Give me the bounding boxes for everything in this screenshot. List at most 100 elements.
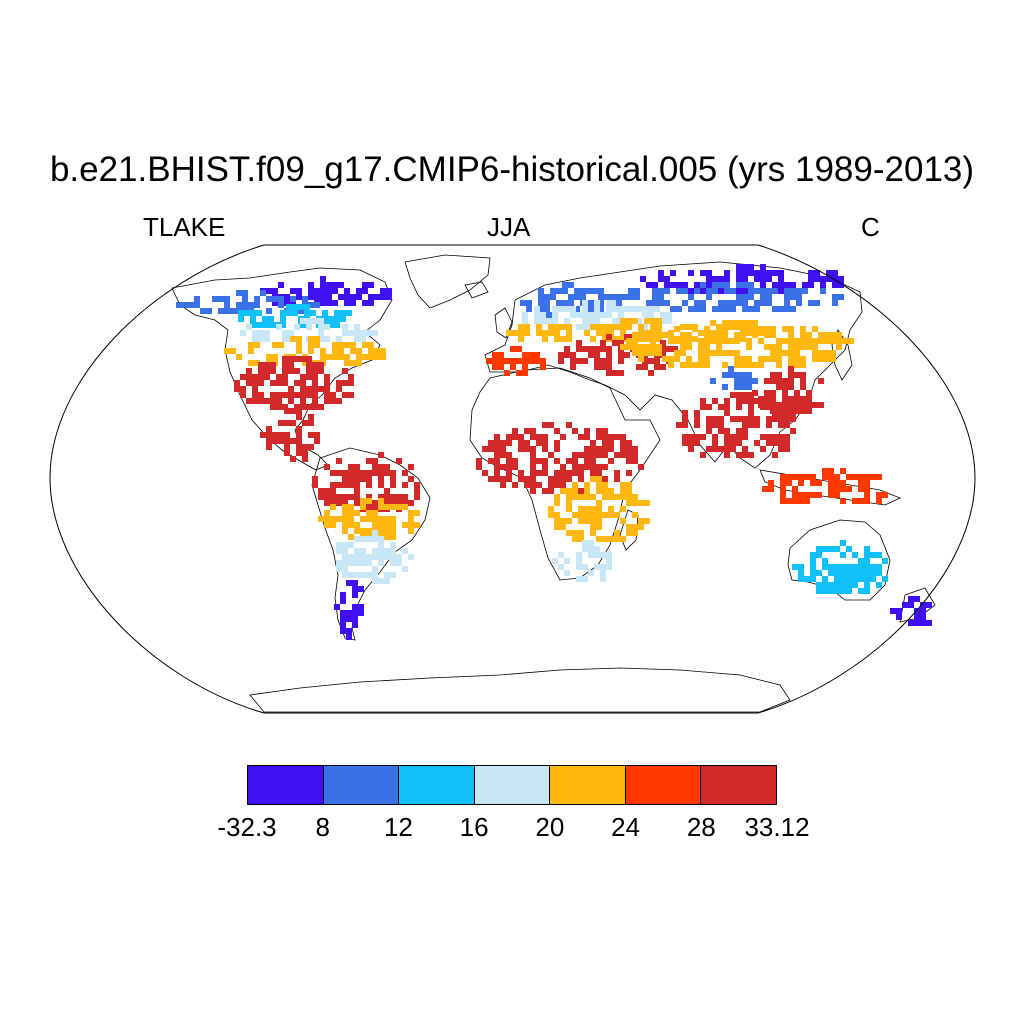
grid-cell [834,576,840,582]
grid-cell [366,554,372,560]
grid-cell [914,596,920,602]
grid-cell [600,340,606,346]
grid-cell [858,570,864,576]
grid-cell [288,398,294,404]
grid-cell [788,356,794,362]
grid-cell [522,352,528,358]
grid-cell [650,324,656,330]
grid-cell [270,368,276,374]
grid-cell [810,492,816,498]
grid-cell [688,446,694,452]
grid-cell [594,346,600,352]
grid-cell [494,464,500,470]
grid-cell [294,324,300,330]
grid-cell [542,422,548,428]
grid-cell [608,506,614,512]
grid-cell [606,558,612,564]
grid-cell [602,434,608,440]
grid-cell [740,378,746,384]
grid-cell [688,270,694,276]
grid-cell [644,500,650,506]
grid-cell [748,282,754,288]
grid-cell [784,422,790,428]
grid-cell [258,330,264,336]
grid-cell [494,446,500,452]
grid-cell [512,330,518,336]
grid-cell [778,434,784,440]
grid-cell [314,336,320,342]
grid-cell [800,356,806,362]
grid-cell [566,330,572,336]
grid-cell [710,350,716,356]
grid-cell [270,380,276,386]
grid-cell [556,300,562,306]
grid-cell [390,542,396,548]
variable-label: TLAKE [143,212,226,242]
grid-cell [588,540,594,546]
grid-cell [348,476,354,482]
grid-cell [290,288,296,294]
grid-cell [668,356,674,362]
grid-cell [276,374,282,380]
grid-cell [326,294,332,300]
grid-cell [528,358,534,364]
grid-cell [386,294,392,300]
grid-cell [782,326,788,332]
grid-cell [870,576,876,582]
grid-cell [620,494,626,500]
colorbar-box [550,766,626,804]
grid-cell [576,558,582,564]
grid-cell [822,474,828,480]
grid-cell [530,488,536,494]
grid-cell [736,264,742,270]
grid-cell [706,422,712,428]
grid-cell [594,312,600,318]
grid-cell [366,482,372,488]
grid-cell [270,362,276,368]
grid-cell [510,364,516,370]
grid-cell [320,282,326,288]
grid-cell [300,398,306,404]
grid-cell [384,494,390,500]
colorbar-label: 28 [686,812,716,842]
grid-cell [686,332,692,338]
region-amazon [312,452,420,512]
grid-cell [336,380,342,386]
grid-cell [342,392,348,398]
grid-cell [360,554,366,560]
grid-cell [638,344,644,350]
grid-cell [608,330,614,336]
grid-cell [554,324,560,330]
grid-cell [240,330,246,336]
grid-cell [890,608,896,614]
australia-coastline [787,519,891,601]
grid-cell [780,480,786,486]
grid-cell [660,346,666,352]
grid-cell [806,408,812,414]
grid-cell [340,616,346,622]
grid-cell [390,528,396,534]
grid-cell [524,482,530,488]
grid-cell [852,498,858,504]
grid-cell [810,474,816,480]
grid-cell [846,474,852,480]
grid-cell [248,348,254,354]
grid-cell [288,386,294,392]
grid-cell [390,482,396,488]
grid-cell [318,516,324,522]
grid-cell [366,494,372,500]
grid-cell [336,566,342,572]
grid-cell [746,338,752,344]
grid-cell [234,380,240,386]
grid-cell [236,354,242,360]
grid-cell [302,296,308,302]
grid-cell [698,356,704,362]
grid-cell [846,576,852,582]
grid-cell [766,434,772,440]
grid-cell [252,398,258,404]
grid-cell [512,434,518,440]
grid-cell [882,492,888,498]
grid-cell [296,444,302,450]
grid-cell [554,512,560,518]
grid-cell [342,542,348,548]
